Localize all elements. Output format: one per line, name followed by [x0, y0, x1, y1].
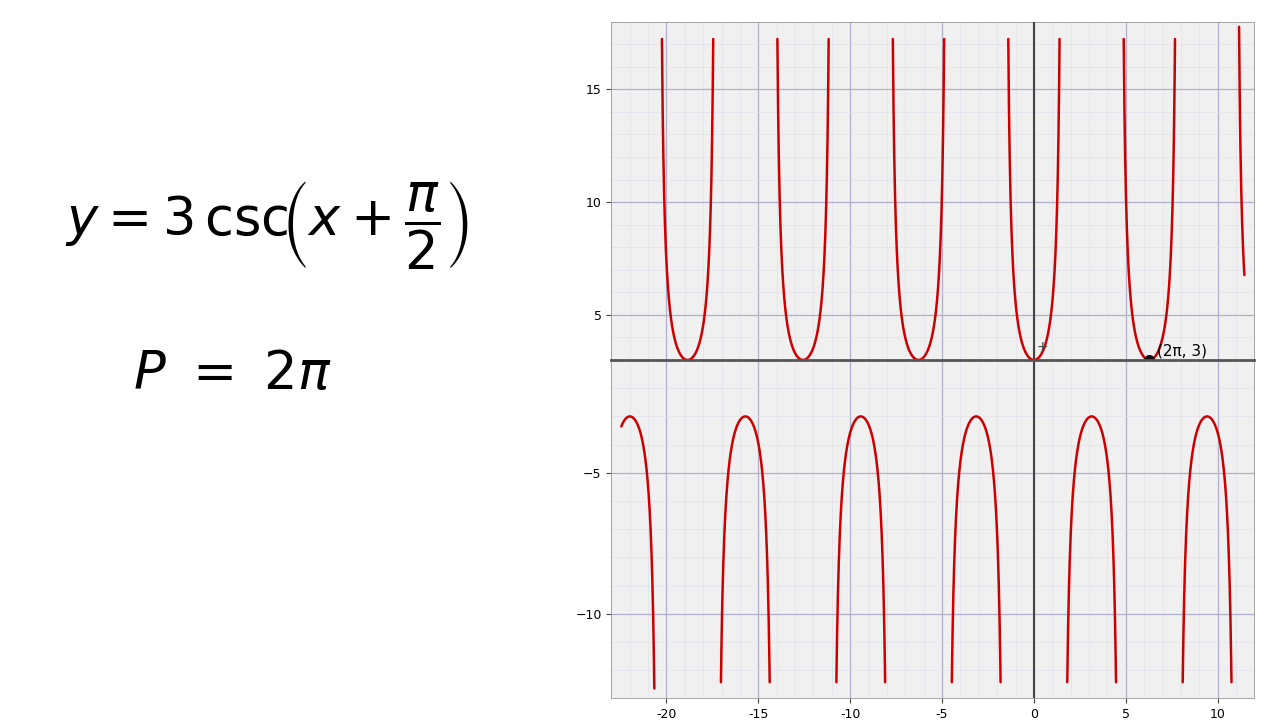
Text: $y = 3\,\mathrm{csc}\!\left(x + \dfrac{\pi}{2}\right)$: $y = 3\,\mathrm{csc}\!\left(x + \dfrac{\… [65, 179, 468, 271]
Text: $P \ = \ 2\pi$: $P \ = \ 2\pi$ [133, 348, 332, 400]
Text: +: + [1037, 341, 1048, 354]
Text: (2π, 3): (2π, 3) [1157, 343, 1207, 359]
